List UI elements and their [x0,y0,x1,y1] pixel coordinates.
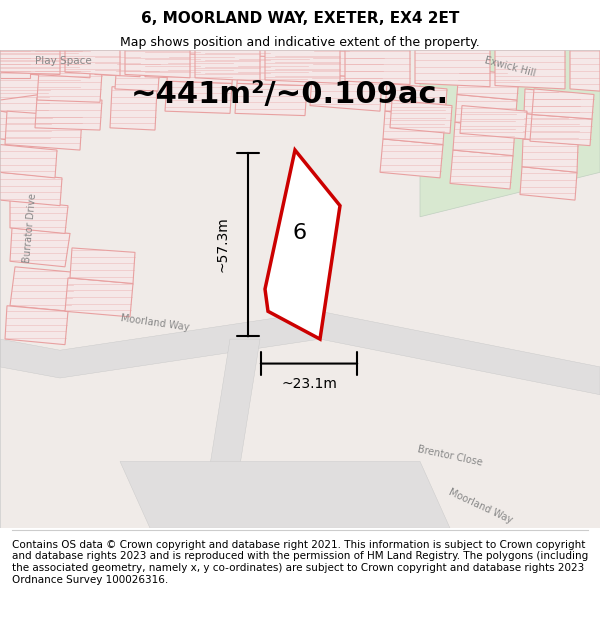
Text: 6, MOORLAND WAY, EXETER, EX4 2ET: 6, MOORLAND WAY, EXETER, EX4 2ET [141,11,459,26]
Polygon shape [0,50,60,74]
Text: ~57.3m: ~57.3m [216,217,230,272]
Polygon shape [275,50,340,82]
Polygon shape [115,59,160,91]
Polygon shape [383,111,445,144]
Polygon shape [522,139,578,172]
Text: Moorland Way: Moorland Way [120,312,190,332]
Polygon shape [35,98,102,130]
Polygon shape [10,200,68,234]
Polygon shape [530,114,592,146]
Text: Contains OS data © Crown copyright and database right 2021. This information is : Contains OS data © Crown copyright and d… [12,540,588,584]
Polygon shape [523,113,579,144]
Polygon shape [312,50,384,78]
Polygon shape [265,150,340,339]
Polygon shape [5,111,82,150]
Text: Play Space: Play Space [35,56,92,66]
Polygon shape [570,50,600,91]
Polygon shape [450,150,513,189]
Polygon shape [0,173,62,206]
Polygon shape [110,87,157,130]
Text: Exwick Hill: Exwick Hill [484,55,536,78]
Polygon shape [345,50,410,84]
Polygon shape [70,248,135,284]
Polygon shape [0,83,50,117]
Polygon shape [5,306,68,344]
Polygon shape [457,69,519,100]
Polygon shape [195,50,260,81]
Polygon shape [265,50,340,83]
Polygon shape [0,50,30,78]
Polygon shape [420,50,600,217]
Polygon shape [167,53,234,83]
Polygon shape [524,89,580,119]
Polygon shape [10,267,75,311]
Polygon shape [532,89,594,119]
Polygon shape [65,278,133,317]
Polygon shape [125,50,190,78]
Polygon shape [0,144,57,178]
Text: Moorland Way: Moorland Way [446,487,514,525]
Polygon shape [495,50,565,89]
Text: Map shows position and indicative extent of the property.: Map shows position and indicative extent… [120,36,480,49]
Polygon shape [460,106,527,139]
Polygon shape [145,50,200,79]
Text: Burrator Drive: Burrator Drive [22,192,38,263]
Polygon shape [0,50,80,100]
Polygon shape [385,83,447,117]
Polygon shape [0,111,52,144]
Polygon shape [390,100,452,133]
Polygon shape [453,122,515,156]
Text: 6: 6 [293,224,307,244]
Text: ~441m²/~0.109ac.: ~441m²/~0.109ac. [131,80,449,109]
Polygon shape [65,50,120,76]
Polygon shape [120,461,450,528]
Polygon shape [237,56,309,86]
Polygon shape [455,94,517,128]
Polygon shape [0,50,82,78]
Polygon shape [380,139,443,178]
Polygon shape [0,311,600,395]
Polygon shape [205,50,270,80]
Polygon shape [415,50,490,87]
Polygon shape [95,50,140,77]
Polygon shape [520,167,577,200]
Polygon shape [35,50,90,78]
Text: Brentor Close: Brentor Close [416,444,484,468]
Text: ~23.1m: ~23.1m [281,377,337,391]
Polygon shape [200,339,260,528]
Polygon shape [165,81,232,113]
Polygon shape [10,228,70,267]
Polygon shape [37,70,102,102]
Polygon shape [235,83,307,116]
Polygon shape [310,74,382,111]
